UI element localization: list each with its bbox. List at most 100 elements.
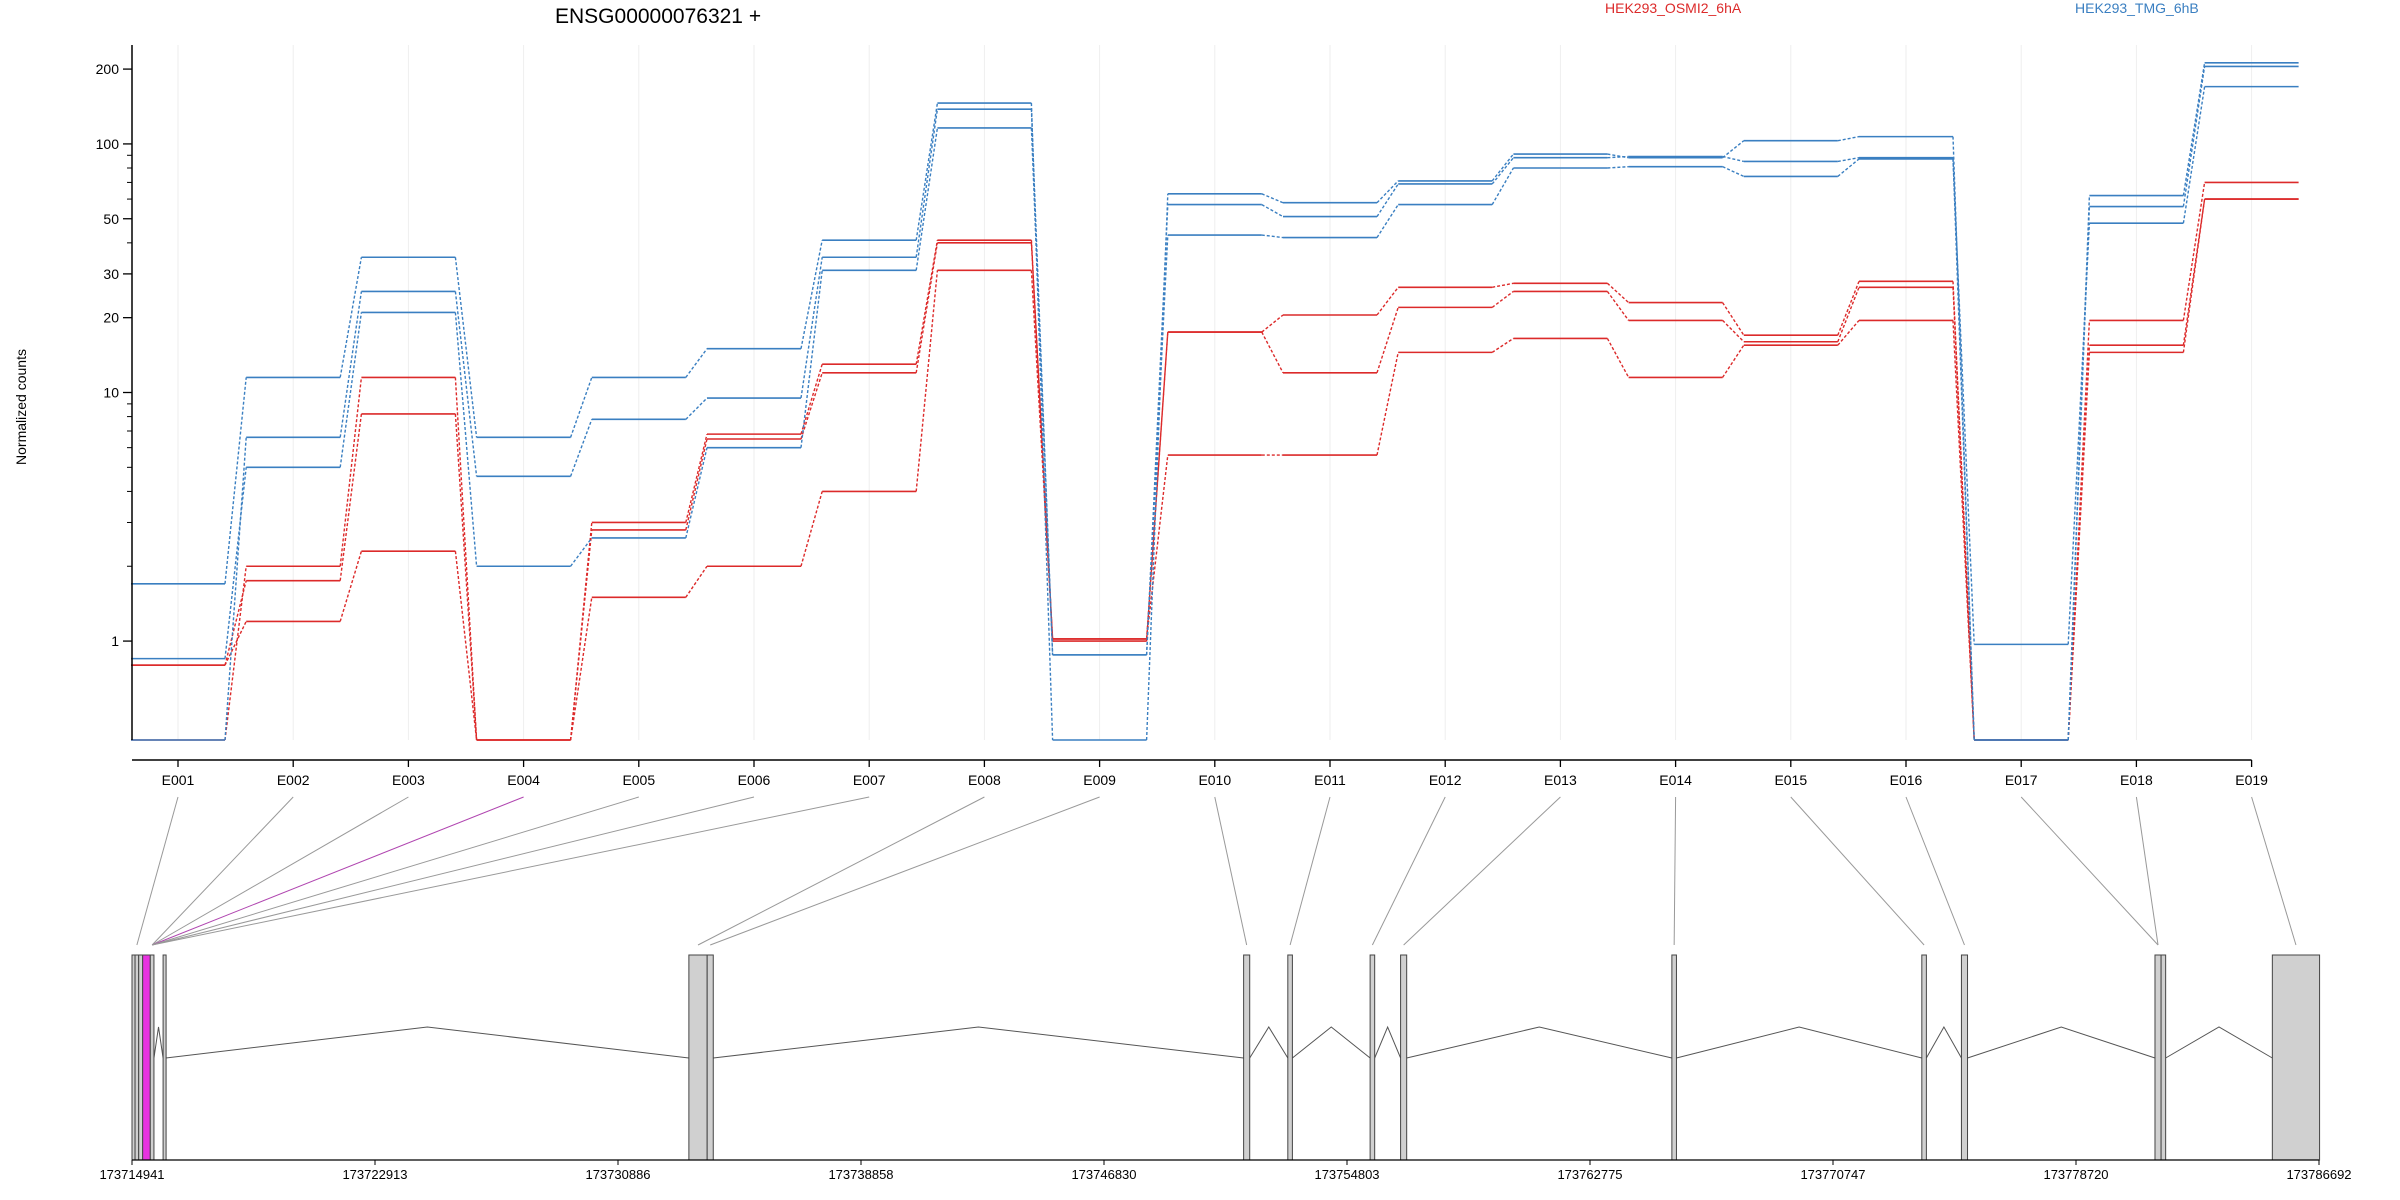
series-2-connector-3 <box>569 522 593 741</box>
x-tick-label-e001: E001 <box>162 772 195 788</box>
series-5-connector-1 <box>339 257 363 378</box>
series-0-connector-3 <box>569 597 593 741</box>
x-tick-label-e003: E003 <box>392 772 425 788</box>
series-4-connector-17 <box>2182 66 2206 207</box>
exon-box-18 <box>2271 954 2321 1161</box>
series-4-connector-12 <box>1607 155 1629 159</box>
y-tick-label: 50 <box>103 211 119 227</box>
link-e014 <box>1673 796 1677 946</box>
series-4-connector-6 <box>915 109 939 258</box>
genomic-tick-label-5: 173754803 <box>1314 1167 1379 1182</box>
series-0-connector-6 <box>915 270 939 492</box>
genomic-coordinate-axis: 173714941 173722913 173730886 173738858 1737… <box>99 1159 2352 1182</box>
link-e002 <box>151 796 294 946</box>
exon-box-9 <box>1243 954 1251 1161</box>
series-5-connector-14 <box>1837 135 1860 142</box>
intron-7 <box>1925 1025 1962 1059</box>
series-0-connector-5 <box>800 491 823 567</box>
series-5-connector-12 <box>1607 153 1629 159</box>
y-tick-label: 30 <box>103 266 119 282</box>
series-3-connector-14 <box>1837 158 1860 177</box>
series-4-connector-14 <box>1837 157 1860 163</box>
series-2-connector-0 <box>224 566 247 741</box>
exon-box-5 <box>149 954 155 1161</box>
exon-box-4 <box>142 954 151 1161</box>
series-4-connector-9 <box>1261 203 1284 218</box>
series-3-connector-3 <box>570 537 593 567</box>
exon-box-6 <box>162 954 167 1161</box>
intron-6 <box>1676 1026 1922 1059</box>
series-4-connector-8 <box>1145 204 1169 655</box>
x-tick-label-e018: E018 <box>2120 772 2153 788</box>
series-0-connector-1 <box>339 550 363 622</box>
link-e017 <box>2020 796 2159 946</box>
exon-box-2 <box>134 954 140 1161</box>
genomic-tick-label-8: 173778720 <box>2043 1167 2108 1182</box>
series-1-connector-12 <box>1606 291 1630 321</box>
series-4-connector-0 <box>224 437 247 741</box>
series-2-connector-17 <box>2182 182 2206 321</box>
series-1-connector-6 <box>915 242 939 373</box>
series-2-connector-4 <box>685 433 708 523</box>
genomic-tick-label-2: 173730886 <box>585 1167 650 1182</box>
series-5-connector-6 <box>915 102 939 241</box>
link-e012 <box>1371 796 1446 946</box>
series-2-connector-14 <box>1837 281 1860 336</box>
x-axis: E001 E002 E003 E004 E005 E006 E007 E008 E009 E010… <box>132 759 2268 788</box>
intron-4 <box>1374 1025 1402 1059</box>
series-2-connector-5 <box>800 363 823 435</box>
x-tick-label-e019: E019 <box>2235 772 2268 788</box>
series-3-connector-11 <box>1491 167 1515 205</box>
mini-intron-1 <box>153 1026 164 1059</box>
y-tick-label: 1 <box>111 633 119 649</box>
x-tick-label-e014: E014 <box>1659 772 1692 788</box>
series-1-connector-2 <box>454 413 478 741</box>
series-4-connector-11 <box>1491 157 1514 185</box>
series-3-connector-4 <box>685 447 708 539</box>
x-tick-label-e013: E013 <box>1544 772 1577 788</box>
series-4-connector-3 <box>569 419 593 477</box>
series-0-connector-2 <box>454 551 478 741</box>
link-e007 <box>152 796 870 946</box>
series-1-connector-11 <box>1491 290 1514 308</box>
intron-9 <box>2165 1026 2273 1059</box>
link-e004 <box>151 796 524 946</box>
exon-box-17 <box>2160 954 2167 1161</box>
series-5-connector-8 <box>1145 193 1169 741</box>
link-e018 <box>2135 796 2159 946</box>
link-e009 <box>710 796 1100 946</box>
series-1-connector-4 <box>685 438 708 531</box>
exon-box-7 <box>688 954 708 1161</box>
x-tick-label-e005: E005 <box>622 772 655 788</box>
intron-3 <box>1292 1026 1371 1059</box>
series-4-connector-13 <box>1722 155 1744 163</box>
link-e015 <box>1790 796 1925 946</box>
gene-model <box>131 954 2321 1161</box>
series-2-connector-10 <box>1376 286 1399 316</box>
series-1-connector-10 <box>1376 307 1399 374</box>
exon-box-3 <box>138 954 144 1161</box>
series-0-connector-8 <box>1145 455 1169 640</box>
series-4-connector-1 <box>339 291 363 438</box>
series-2-connector-12 <box>1606 282 1630 304</box>
series-3-connector-2 <box>454 312 478 567</box>
genomic-tick-label-4: 173746830 <box>1071 1167 1136 1182</box>
link-e019 <box>2251 796 2297 946</box>
genomic-tick-label-0: 173714941 <box>99 1167 164 1182</box>
series-5-connector-10 <box>1376 180 1399 204</box>
series-1-connector-9 <box>1261 331 1284 374</box>
genomic-tick-label-1: 173722913 <box>342 1167 407 1182</box>
series-3-connector-13 <box>1722 166 1745 178</box>
series-5-connector-2 <box>454 257 478 438</box>
intron-5 <box>1406 1026 1672 1059</box>
link-e011 <box>1289 796 1331 946</box>
series-0-connector-11 <box>1491 337 1514 353</box>
intron-1 <box>713 1026 1244 1059</box>
x-tick-label-e009: E009 <box>1083 772 1116 788</box>
intron-8 <box>1967 1026 2156 1059</box>
series-3-connector-0 <box>224 467 247 659</box>
intron-2 <box>1249 1026 1289 1059</box>
link-e005 <box>151 796 639 946</box>
x-tick-label-e002: E002 <box>277 772 310 788</box>
